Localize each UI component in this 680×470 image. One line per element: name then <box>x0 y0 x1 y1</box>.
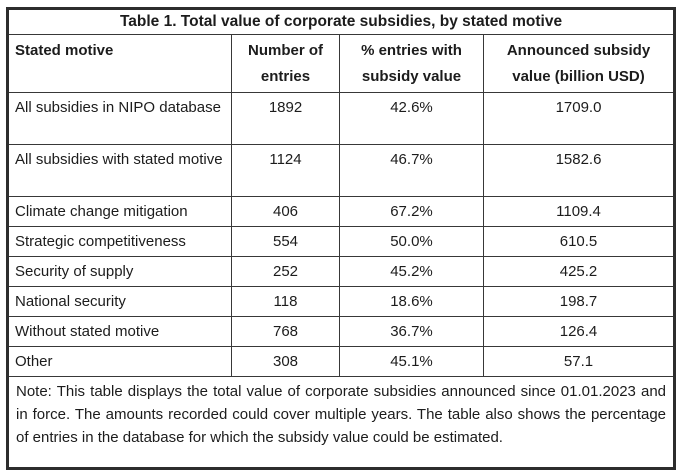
column-header-announced-value: Announced subsidy value (billion USD) <box>482 34 676 93</box>
cell-pct: 36.7% <box>339 316 484 347</box>
cell-motive: Without stated motive <box>7 316 232 347</box>
cell-value: 610.5 <box>482 226 676 257</box>
table-header-row: Stated motive Number of entries % entrie… <box>7 34 676 93</box>
cell-entries: 118 <box>231 286 340 317</box>
cell-value: 1709.0 <box>482 92 676 145</box>
cell-motive: All subsidies in NIPO database <box>7 92 232 145</box>
cell-value: 1582.6 <box>482 144 676 197</box>
cell-motive: Strategic competitiveness <box>7 226 232 257</box>
cell-entries: 252 <box>231 256 340 287</box>
subsidies-table: Table 1. Total value of corporate subsid… <box>6 7 677 470</box>
cell-value: 198.7 <box>482 286 676 317</box>
cell-entries: 308 <box>231 346 340 377</box>
cell-motive: Climate change mitigation <box>7 196 232 227</box>
cell-pct: 45.2% <box>339 256 484 287</box>
page-canvas: Table 1. Total value of corporate subsid… <box>6 7 677 470</box>
cell-motive: National security <box>7 286 232 317</box>
cell-pct: 67.2% <box>339 196 484 227</box>
cell-pct: 46.7% <box>339 144 484 197</box>
cell-value: 57.1 <box>482 346 676 377</box>
table-row: Other 308 45.1% 57.1 <box>7 346 676 377</box>
cell-value: 1109.4 <box>482 196 676 227</box>
table-row: Climate change mitigation 406 67.2% 1109… <box>7 196 676 227</box>
table-row: Strategic competitiveness 554 50.0% 610.… <box>7 226 676 257</box>
table-row: National security 118 18.6% 198.7 <box>7 286 676 317</box>
cell-pct: 45.1% <box>339 346 484 377</box>
table-note-row: Note: This table displays the total valu… <box>6 376 676 469</box>
table-title: Table 1. Total value of corporate subsid… <box>6 8 676 35</box>
cell-entries: 554 <box>231 226 340 257</box>
cell-entries: 1892 <box>231 92 340 145</box>
table-title-row: Table 1. Total value of corporate subsid… <box>6 8 676 35</box>
column-header-pct-entries: % entries with subsidy value <box>339 34 484 93</box>
cell-pct: 18.6% <box>339 286 484 317</box>
table-row: Security of supply 252 45.2% 425.2 <box>7 256 676 287</box>
table-row: All subsidies in NIPO database 1892 42.6… <box>7 92 676 145</box>
cell-entries: 406 <box>231 196 340 227</box>
cell-value: 126.4 <box>482 316 676 347</box>
cell-motive: Security of supply <box>7 256 232 287</box>
table-row: All subsidies with stated motive 1124 46… <box>7 144 676 197</box>
cell-pct: 50.0% <box>339 226 484 257</box>
table-note: Note: This table displays the total valu… <box>6 376 676 469</box>
cell-motive: Other <box>7 346 232 377</box>
column-header-number-of-entries: Number of entries <box>231 34 340 93</box>
cell-entries: 768 <box>231 316 340 347</box>
cell-entries: 1124 <box>231 144 340 197</box>
table-row: Without stated motive 768 36.7% 126.4 <box>7 316 676 347</box>
cell-pct: 42.6% <box>339 92 484 145</box>
cell-motive: All subsidies with stated motive <box>7 144 232 197</box>
cell-value: 425.2 <box>482 256 676 287</box>
column-header-stated-motive: Stated motive <box>7 34 232 93</box>
